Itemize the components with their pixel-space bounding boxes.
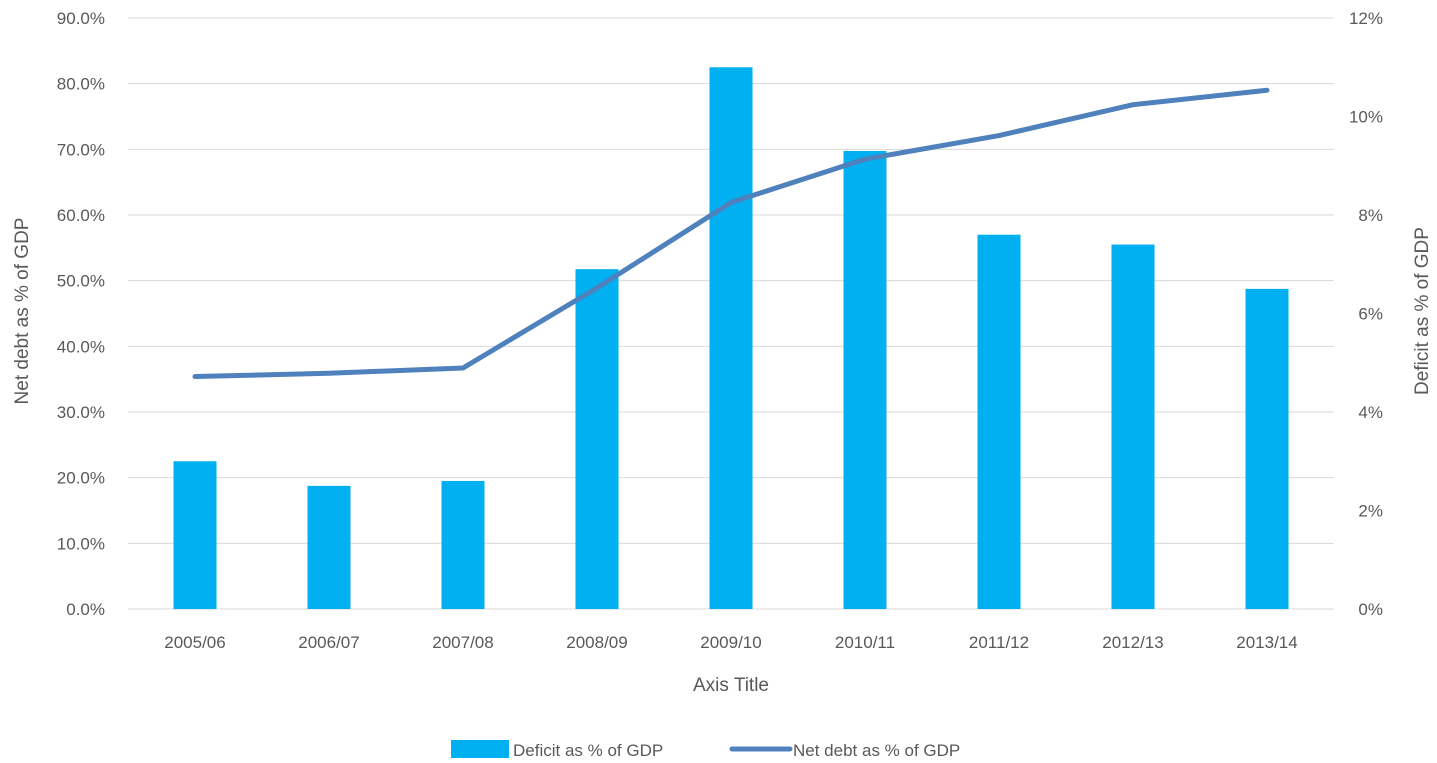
deficit-bar (1111, 244, 1155, 610)
right-axis-ticks: 0% 2% 4% 6% 8% 10% 12% (1349, 9, 1383, 619)
deficit-bar (575, 269, 619, 609)
x-axis-title: Axis Title (693, 675, 769, 696)
x-tick-label: 2006/07 (298, 633, 359, 652)
y-tick-label: 30.0% (57, 403, 105, 422)
legend-label-deficit: Deficit as % of GDP (513, 741, 663, 760)
x-tick-label: 2011/12 (969, 633, 1029, 652)
deficit-bar (1245, 288, 1289, 609)
y2-tick-label: 12% (1349, 9, 1383, 28)
x-tick-label: 2010/11 (835, 633, 895, 652)
legend-swatch-deficit (451, 740, 509, 758)
net-debt-line (192, 87, 1270, 380)
x-tick-label: 2009/10 (700, 633, 761, 652)
y2-tick-label: 10% (1349, 108, 1383, 127)
legend-label-net-debt: Net debt as % of GDP (793, 741, 960, 760)
deficit-bar (843, 150, 887, 609)
y-tick-label: 90.0% (57, 9, 105, 28)
x-tick-label: 2007/08 (432, 633, 493, 652)
x-axis-ticks: 2005/06 2006/07 2007/08 2008/09 2009/10 2010/… (164, 633, 1297, 652)
y2-tick-label: 2% (1358, 502, 1383, 521)
x-tick-label: 2005/06 (164, 633, 225, 652)
legend: Deficit as % of GDP Net debt as % of GDP (451, 740, 960, 760)
y-tick-label: 20.0% (57, 469, 105, 488)
y-tick-label: 0.0% (66, 600, 105, 619)
y-tick-label: 10.0% (57, 534, 105, 553)
y-tick-label: 40.0% (57, 337, 105, 356)
net-debt-line-layer (192, 87, 1270, 380)
y-axis-title: Net debt as % of GDP (12, 218, 33, 405)
x-tick-label: 2013/14 (1236, 633, 1297, 652)
deficit-bar (173, 461, 217, 609)
left-axis-ticks: 0.0% 10.0% 20.0% 30.0% 40.0% 50.0% 60.0% 70.0% 8… (57, 9, 105, 619)
x-tick-label: 2008/09 (566, 633, 627, 652)
deficit-bar (977, 234, 1021, 609)
y2-axis-title: Deficit as % of GDP (1412, 227, 1433, 395)
y-tick-label: 70.0% (57, 140, 105, 159)
y-tick-label: 50.0% (57, 272, 105, 291)
y2-tick-label: 8% (1358, 206, 1383, 225)
deficit-bar (709, 67, 753, 609)
y-tick-label: 80.0% (57, 75, 105, 94)
deficit-bar (307, 485, 351, 609)
deficit-bars (173, 67, 1289, 610)
x-tick-label: 2012/13 (1102, 633, 1163, 652)
y-tick-label: 60.0% (57, 206, 105, 225)
y2-tick-label: 6% (1358, 305, 1383, 324)
y2-tick-label: 4% (1358, 403, 1383, 422)
y2-tick-label: 0% (1358, 600, 1383, 619)
deficit-bar (441, 480, 485, 609)
